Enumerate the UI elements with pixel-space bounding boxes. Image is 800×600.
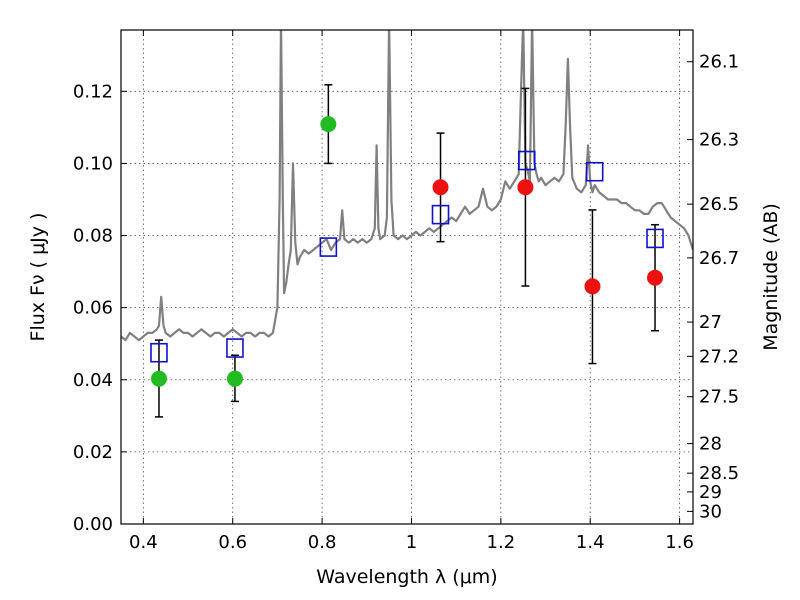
x-tick-label: 0.4 xyxy=(129,532,158,553)
x-axis: 0.4 0.6 0.8 1 1.2 1.4 1.6 xyxy=(129,30,694,553)
spectrum-line xyxy=(121,30,693,342)
data-points xyxy=(150,84,664,418)
data-point-square xyxy=(517,150,536,171)
x-tick-label: 1.2 xyxy=(487,532,516,553)
data-point-square xyxy=(585,161,604,182)
data-point-square xyxy=(646,228,664,249)
data-point-square xyxy=(226,338,244,358)
y-tick-label: 0.04 xyxy=(73,370,113,391)
data-point-circle xyxy=(150,370,167,387)
magnitude-tick-label: 26.5 xyxy=(699,194,739,215)
y-tick-label: 0.02 xyxy=(73,442,113,463)
magnitude-tick-label: 29 xyxy=(699,482,722,503)
data-point-circle xyxy=(584,278,601,295)
y-axis: 0.00 0.02 0.04 0.06 0.08 0.10 0.12 xyxy=(73,81,127,535)
y-tick-label: 0.10 xyxy=(73,153,113,174)
data-point-circle xyxy=(517,179,534,196)
data-point-circle xyxy=(647,269,664,286)
magnitude-tick-label: 26.3 xyxy=(699,130,739,151)
x-tick-label: 0.8 xyxy=(308,532,337,553)
data-point-circle xyxy=(432,179,449,196)
plot-frame xyxy=(120,29,694,525)
magnitude-axis-title: Magnitude (AB) xyxy=(760,203,782,351)
magnitude-tick-label: 27.2 xyxy=(699,346,739,367)
magnitude-tick-label: 27 xyxy=(699,312,722,333)
x-tick-label: 1.4 xyxy=(576,532,605,553)
data-point-square xyxy=(319,237,338,257)
x-tick-label: 1 xyxy=(406,532,417,553)
data-point-circle xyxy=(320,116,337,133)
grid xyxy=(121,30,693,525)
y-tick-label: 0.08 xyxy=(73,226,113,247)
y-tick-label: 0.06 xyxy=(73,298,113,319)
y-axis-title: Flux Fν ( μJy ) xyxy=(27,213,49,342)
spectrum xyxy=(121,30,693,342)
x-tick-label: 0.6 xyxy=(218,532,247,553)
magnitude-tick-label: 26.1 xyxy=(699,52,739,73)
y-tick-label: 0.00 xyxy=(73,514,113,535)
magnitude-tick-label: 28.5 xyxy=(699,463,739,484)
data-point-circle xyxy=(226,370,243,387)
magnitude-tick-label: 30 xyxy=(699,501,722,522)
magnitude-tick-label: 27.5 xyxy=(699,387,739,408)
data-point-square xyxy=(431,204,450,225)
x-tick-label: 1.6 xyxy=(665,532,694,553)
data-point-square xyxy=(150,342,168,363)
magnitude-tick-label: 26.7 xyxy=(699,248,739,269)
x-axis-title: Wavelength λ (μm) xyxy=(316,566,497,588)
y-tick-label: 0.12 xyxy=(73,81,113,102)
magnitude-tick-label: 28 xyxy=(699,434,722,455)
